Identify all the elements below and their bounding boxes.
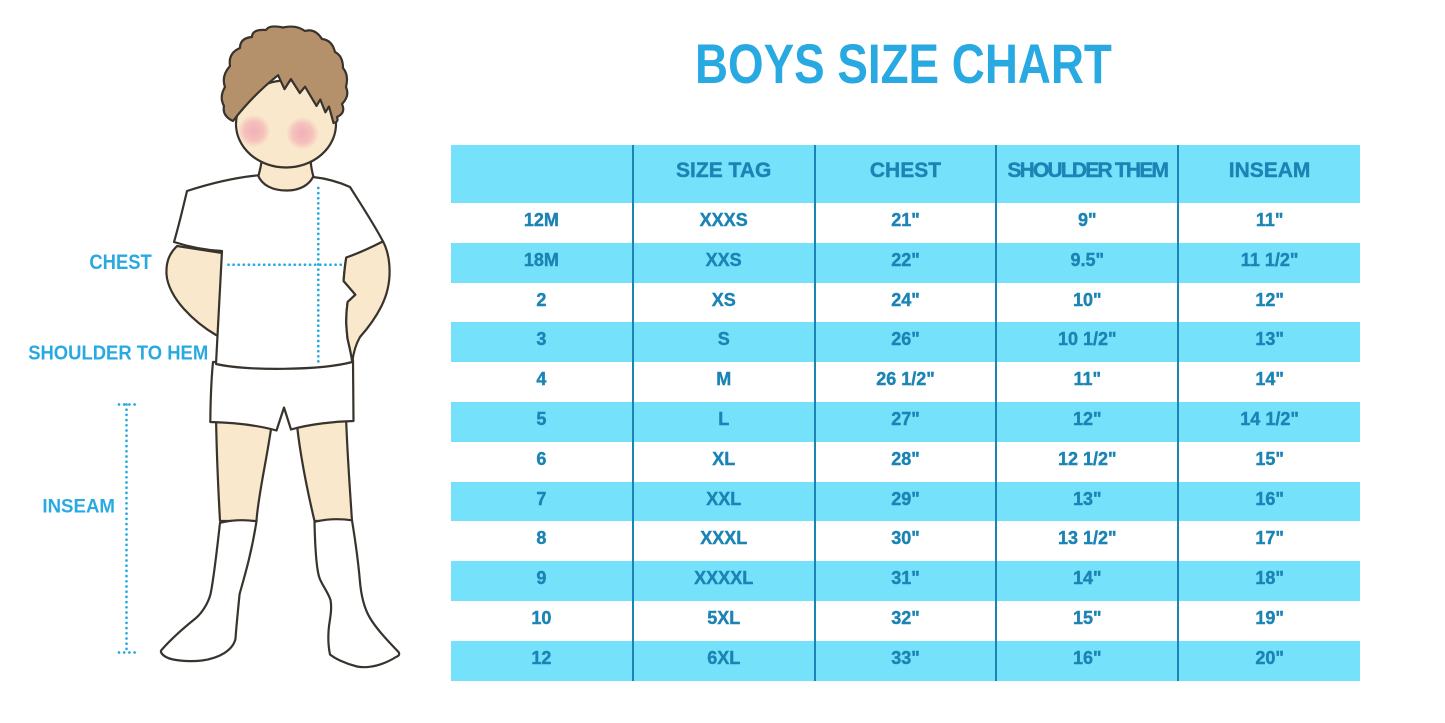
svg-text:INSEAM: INSEAM [42, 496, 115, 518]
svg-text:CHEST: CHEST [89, 251, 152, 274]
svg-text:SHOULDER TO HEM: SHOULDER TO HEM [28, 341, 208, 364]
